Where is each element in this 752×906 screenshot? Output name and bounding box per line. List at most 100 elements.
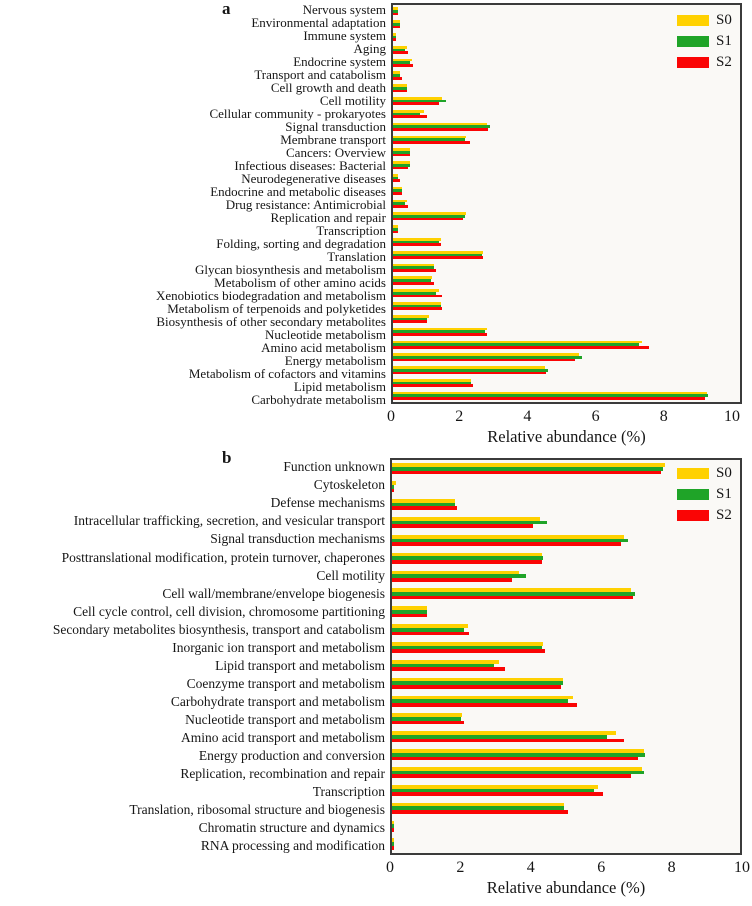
bar-S2 xyxy=(392,774,632,779)
bar-group xyxy=(392,764,740,782)
category-label: Immune system xyxy=(303,28,386,43)
bar-group xyxy=(392,478,740,496)
panel-b-x-axis-ticks: 0 2 4 6 8 10 xyxy=(386,860,750,878)
legend-item-S1: S1 xyxy=(677,34,732,49)
bar-S2 xyxy=(393,102,440,106)
bar-group xyxy=(393,197,740,210)
bar-S1 xyxy=(393,330,486,334)
bar-S2 xyxy=(393,256,484,259)
category-label: Metabolism of cofactors and vitamins xyxy=(188,366,386,381)
bar-S2 xyxy=(393,371,547,375)
bar-S1 xyxy=(392,770,644,775)
bar-S2 xyxy=(392,792,604,796)
category-label: Signal transduction xyxy=(285,119,386,134)
legend-label: S2 xyxy=(716,54,732,70)
bar-S2 xyxy=(393,320,428,323)
category-label: Lipid transport and metabolism xyxy=(215,657,385,673)
bar-S0 xyxy=(393,289,440,292)
bar-S1 xyxy=(393,253,482,257)
bar-S2 xyxy=(392,470,662,475)
bar-S1 xyxy=(393,279,431,282)
bar-S2 xyxy=(393,230,399,234)
bar-S0 xyxy=(393,84,407,87)
bar-S0 xyxy=(393,340,642,344)
bar-S1 xyxy=(393,112,421,116)
bar-S0 xyxy=(392,499,456,503)
bar-group xyxy=(393,146,740,159)
bar-S2 xyxy=(392,667,505,671)
category-label: Transcription xyxy=(312,784,385,800)
bar-S1 xyxy=(393,10,399,13)
legend-swatch-S0 xyxy=(677,468,709,479)
category-label: Replication and repair xyxy=(270,210,386,225)
bar-S1 xyxy=(392,502,456,507)
bar-S2 xyxy=(393,76,402,80)
bar-S0 xyxy=(393,314,429,318)
bar-S0 xyxy=(393,186,402,190)
bar-S1 xyxy=(392,824,394,828)
bar-S2 xyxy=(392,756,639,761)
category-label: Cell motility xyxy=(319,93,386,108)
category-label: Defense mechanisms xyxy=(270,495,385,511)
bar-S1 xyxy=(393,48,405,52)
bar-S1 xyxy=(392,681,563,686)
panel-b-legend: S0 S1 S2 xyxy=(677,466,732,529)
bar-group xyxy=(393,210,740,223)
bar-S2 xyxy=(393,269,436,272)
x-tick-label: 10 xyxy=(734,859,750,876)
bar-group xyxy=(392,835,740,853)
bar-group xyxy=(393,223,740,236)
bar-S2 xyxy=(392,827,394,832)
category-label: Endocrine system xyxy=(293,54,386,69)
bar-S0 xyxy=(393,263,434,267)
bar-S0 xyxy=(393,353,579,356)
bar-S2 xyxy=(393,179,400,182)
bar-S2 xyxy=(392,685,561,689)
category-label: Metabolism of terpenoids and polyketides xyxy=(167,301,386,316)
bar-S0 xyxy=(393,276,433,280)
bar-S2 xyxy=(393,166,409,170)
bar-group xyxy=(393,313,740,326)
bar-group xyxy=(393,69,740,82)
bar-group xyxy=(392,585,740,603)
bar-S0 xyxy=(392,677,563,682)
bar-S0 xyxy=(393,238,441,241)
category-label: Replication, recombination and repair xyxy=(180,766,385,782)
bar-group xyxy=(393,325,740,338)
category-label: Endocrine and metabolic diseases xyxy=(210,184,386,199)
x-tick-label: 2 xyxy=(455,408,464,425)
category-label: Amino acid transport and metabolism xyxy=(181,729,385,745)
legend-swatch-S1 xyxy=(677,489,709,500)
legend-item-S0: S0 xyxy=(677,13,732,28)
bar-S2 xyxy=(392,560,542,564)
bar-group xyxy=(392,656,740,674)
bar-S0 xyxy=(392,767,642,771)
x-tick-label: 8 xyxy=(659,408,668,425)
category-label: Lipid metabolism xyxy=(293,379,386,394)
category-label: Function unknown xyxy=(283,459,385,475)
bar-S0 xyxy=(393,122,487,126)
category-label: Cytoskeleton xyxy=(313,477,385,493)
panel-a-letter: a xyxy=(222,0,231,18)
panel-b-letter: b xyxy=(222,448,232,467)
bar-S1 xyxy=(392,842,394,846)
bar-S2 xyxy=(392,649,546,654)
bar-group xyxy=(392,514,740,532)
panel-b-x-axis-title: Relative abundance (%) xyxy=(486,878,646,897)
bar-group xyxy=(393,364,740,377)
legend-item-S1: S1 xyxy=(677,487,732,502)
bar-group xyxy=(393,159,740,172)
bar-S1 xyxy=(392,663,495,668)
category-label: Inorganic ion transport and metabolism xyxy=(172,639,385,655)
category-label: Environmental adaptation xyxy=(251,15,386,30)
panel-a-category-labels: Nervous system Environmental adaptation Im… xyxy=(0,3,386,406)
bar-S1 xyxy=(392,592,635,596)
bar-S0 xyxy=(392,516,540,521)
bar-group xyxy=(392,531,740,549)
bar-S0 xyxy=(392,606,428,610)
category-label: Intracellular trafficking, secretion, an… xyxy=(73,513,385,529)
category-label: Membrane transport xyxy=(280,132,386,147)
bar-S1 xyxy=(392,484,394,489)
bar-S0 xyxy=(393,20,400,23)
bar-S0 xyxy=(392,784,598,789)
